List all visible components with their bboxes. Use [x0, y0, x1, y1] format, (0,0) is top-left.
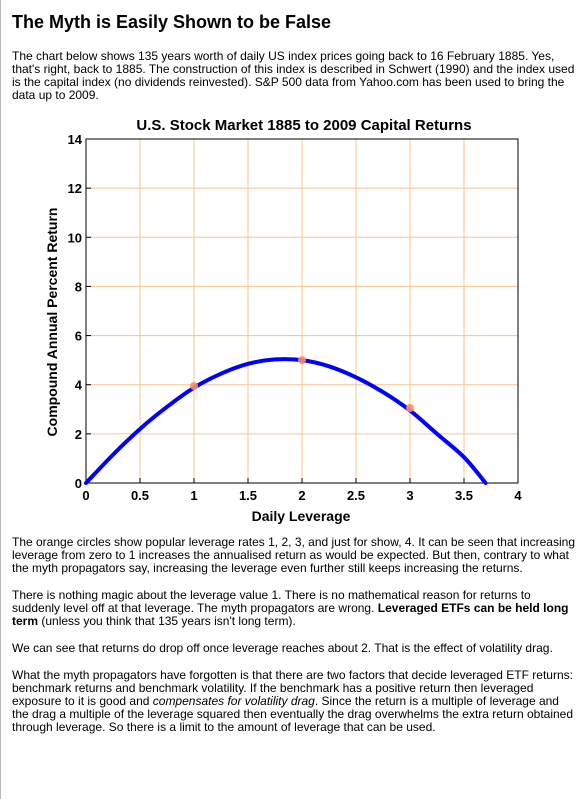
data-series [84, 356, 488, 485]
para3-bold: Leveraged ETFs can be held long term [12, 601, 569, 628]
x-tick-label: 4 [514, 488, 522, 503]
x-axis-label: Daily Leverage [252, 508, 351, 524]
x-tick-label: 1 [190, 488, 197, 503]
x-tick-label: 2.5 [347, 488, 365, 503]
para5-italic: compensates for volatility drag [152, 694, 315, 708]
x-tick-label: 3.5 [455, 488, 473, 503]
leverage-point-marker [406, 404, 414, 413]
para5-text-b: . Since the return is a multiple of leve… [12, 694, 574, 734]
chart-container: U.S. Stock Market 1885 to 2009 Capital R… [11, 111, 578, 526]
x-tick-label: 0.5 [131, 488, 149, 503]
y-tick-label: 2 [75, 427, 82, 442]
chart-background [11, 111, 578, 526]
x-tick-label: 0 [82, 488, 89, 503]
y-tick-label: 10 [68, 230, 82, 245]
y-axis-label: Compound Annual Percent Return [44, 208, 60, 437]
orange-circles-paragraph: The orange circles show popular leverage… [12, 535, 575, 575]
leverage-point-marker [190, 381, 198, 390]
article: The Myth is Easily Shown to be False The… [1, 0, 586, 734]
forgotten-factors-paragraph: What the myth propagators have forgotten… [12, 669, 578, 734]
x-tick-label: 1.5 [239, 488, 257, 503]
intro-paragraph: The chart below shows 135 years worth of… [12, 49, 575, 102]
y-tick-label: 12 [68, 181, 82, 196]
y-tick-label: 8 [75, 279, 82, 294]
chart-title: U.S. Stock Market 1885 to 2009 Capital R… [136, 117, 471, 134]
para3-text-b: (unless you think that 135 years isn't l… [38, 614, 296, 628]
return-curve [84, 357, 488, 485]
leverage-one-paragraph: There is nothing magic about the leverag… [12, 589, 578, 628]
y-tick-label: 14 [68, 132, 83, 147]
returns-chart: U.S. Stock Market 1885 to 2009 Capital R… [11, 111, 578, 526]
x-tick-label: 2 [298, 488, 305, 503]
volatility-drag-paragraph: We can see that returns do drop off once… [12, 641, 553, 655]
x-tick-label: 3 [406, 488, 413, 503]
axis-ticks: 0 0.5 1 1.5 2 2.5 3 3.5 4 0 2 4 6 8 10 12 14 [68, 132, 523, 503]
section-heading: The Myth is Easily Shown to be False [12, 12, 332, 32]
para5-text-a: What the myth propagators have forgotten… [12, 668, 573, 708]
y-tick-label: 6 [75, 329, 82, 344]
leverage-point-marker [298, 356, 306, 365]
y-tick-label: 4 [75, 378, 83, 393]
para3-text-a: There is nothing magic about the leverag… [12, 588, 531, 615]
y-tick-label: 0 [75, 476, 82, 491]
